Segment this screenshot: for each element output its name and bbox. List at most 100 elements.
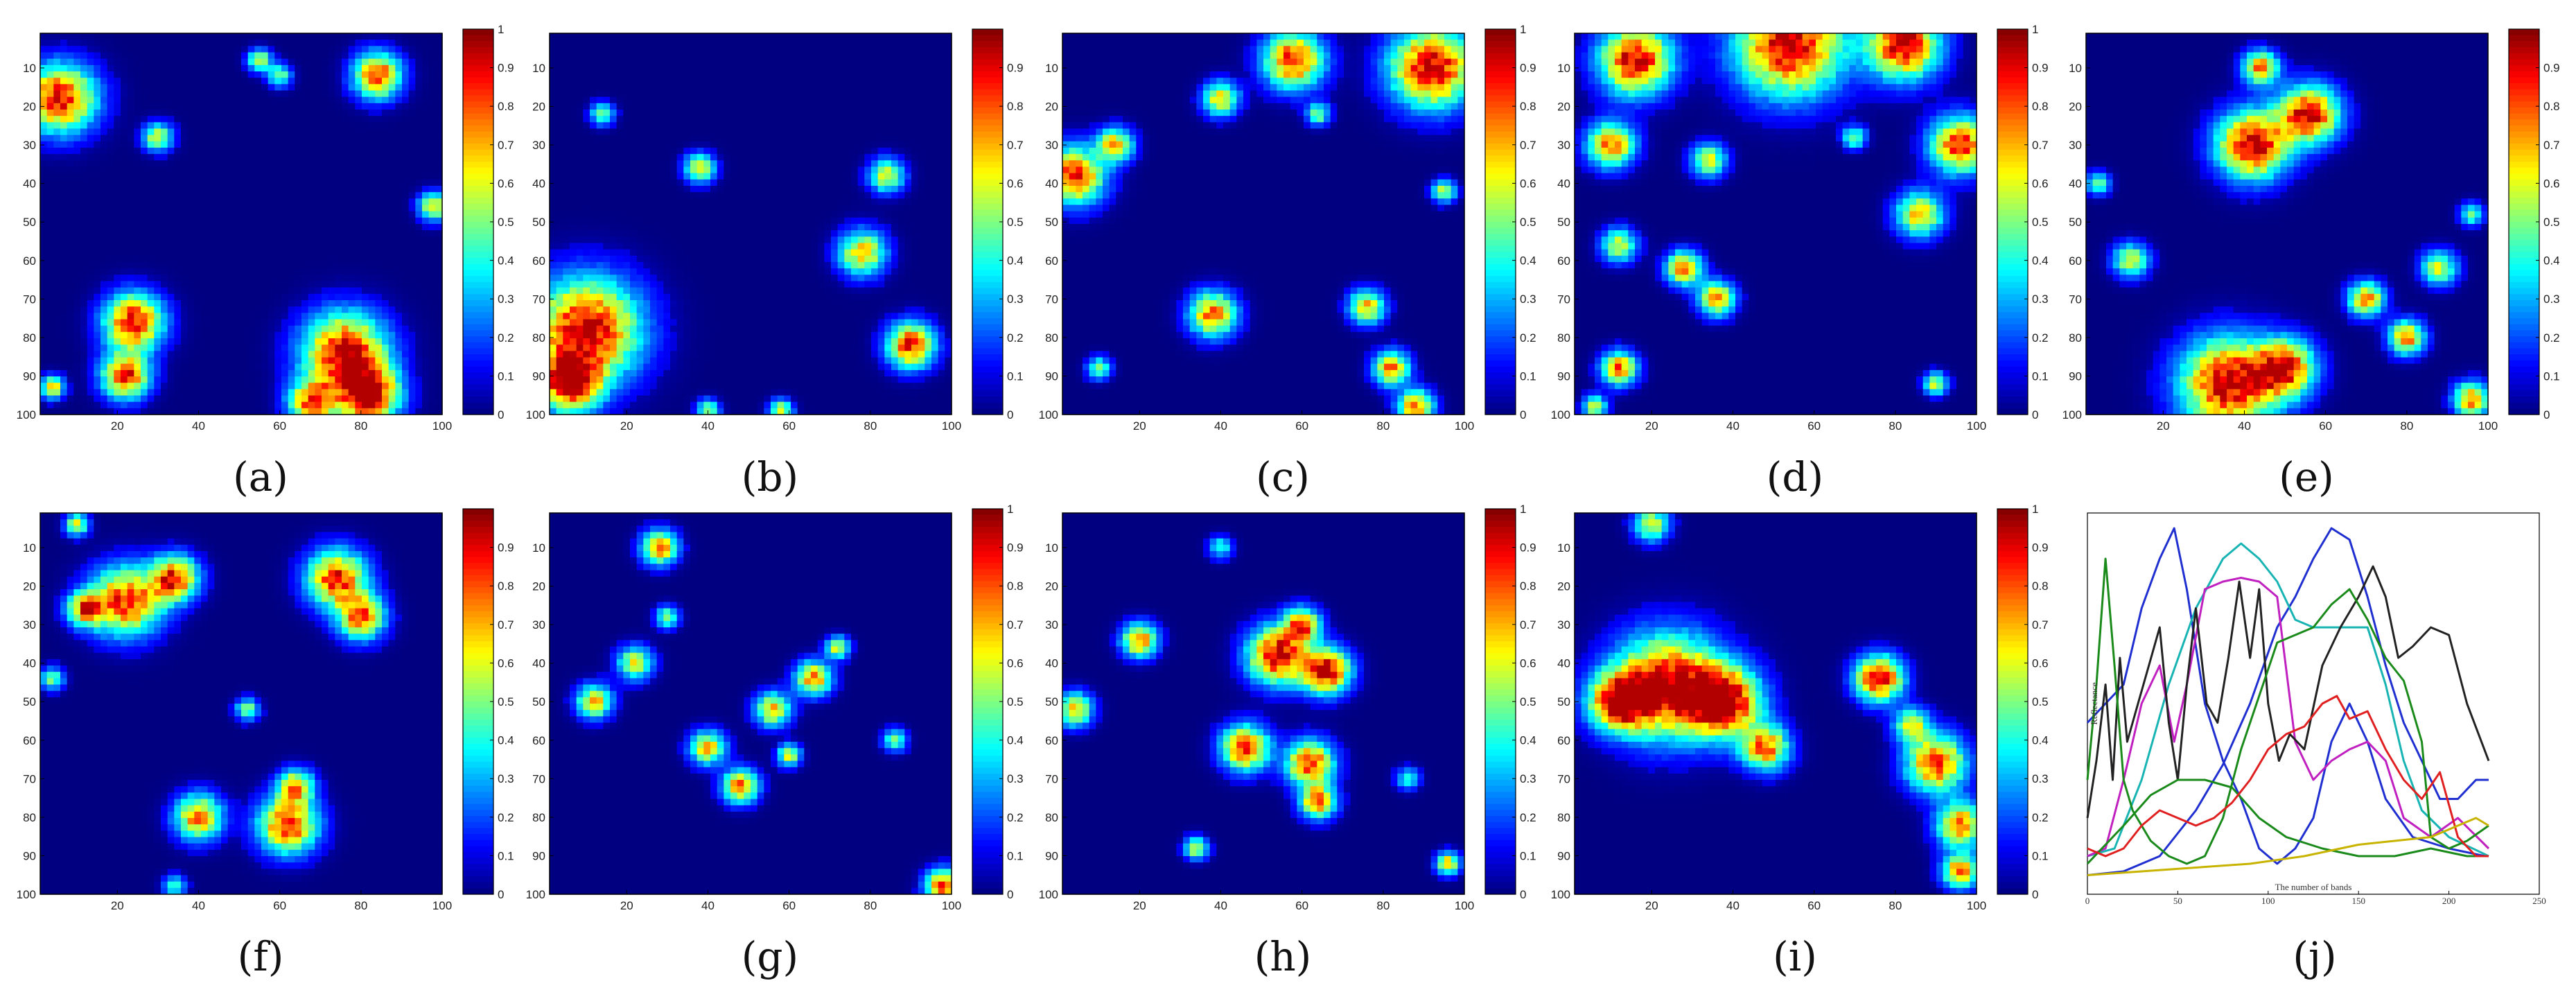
heatmap-cell (234, 236, 241, 243)
heatmap-cell (395, 167, 402, 174)
heatmap-cell (208, 288, 215, 295)
heatmap-cell (154, 230, 161, 237)
heatmap-cell (221, 129, 228, 136)
heatmap-cell (281, 53, 288, 60)
heatmap-cell (730, 84, 737, 91)
heatmap-cell (703, 135, 710, 142)
heatmap-cell (778, 84, 785, 91)
heatmap-cell (697, 129, 704, 136)
heatmap-cell (47, 33, 54, 40)
heatmap-cell (181, 236, 188, 243)
heatmap-cell (402, 268, 409, 275)
heatmap-cell (415, 192, 422, 199)
heatmap-cell (174, 122, 181, 129)
heatmap-cell (395, 116, 402, 123)
heatmap-cell (570, 135, 577, 142)
heatmap-cell (697, 122, 704, 129)
heatmap-cell (168, 389, 175, 396)
heatmap-cell (342, 167, 349, 174)
heatmap-cell (301, 160, 308, 167)
heatmap-cell (295, 326, 301, 333)
heatmap-cell (409, 186, 416, 193)
heatmap-cell (148, 345, 155, 351)
heatmap-cell (87, 103, 94, 110)
heatmap-cell (254, 332, 261, 339)
heatmap-cell (570, 148, 577, 155)
heatmap-cell (134, 211, 141, 218)
heatmap-cell (288, 198, 295, 205)
heatmap-cell (818, 135, 825, 142)
heatmap-cell (690, 40, 697, 46)
heatmap-cell (208, 103, 215, 110)
heatmap-cell (382, 91, 389, 98)
heatmap-cell (771, 110, 778, 116)
heatmap-cell (328, 122, 335, 129)
heatmap-cell (435, 370, 442, 377)
heatmap-cell (349, 211, 356, 218)
heatmap-cell (322, 135, 328, 142)
heatmap-cell (208, 173, 215, 180)
heatmap-cell (637, 148, 644, 155)
heatmap-cell (53, 338, 60, 345)
heatmap-cell (643, 116, 650, 123)
heatmap-cell (617, 33, 624, 40)
heatmap-cell (355, 78, 362, 85)
heatmap-cell (154, 250, 161, 256)
heatmap-cell (603, 122, 610, 129)
heatmap-cell (214, 40, 221, 46)
heatmap-cell (201, 351, 208, 358)
heatmap-cell (100, 383, 107, 390)
heatmap-cell (121, 389, 128, 396)
heatmap-cell (281, 250, 288, 256)
heatmap-cell (100, 198, 107, 205)
heatmap-cell (261, 364, 268, 371)
colorbar-step (463, 186, 493, 192)
heatmap-cell (274, 376, 281, 383)
heatmap-cell (40, 154, 47, 161)
heatmap-cell (422, 281, 429, 288)
heatmap-cell (40, 186, 47, 193)
heatmap-cell (402, 192, 409, 199)
heatmap-cell (288, 389, 295, 396)
heatmap-cell (100, 103, 107, 110)
heatmap-cell (818, 110, 825, 116)
heatmap-cell (194, 65, 201, 72)
heatmap-cell (389, 78, 396, 85)
heatmap-cell (295, 288, 301, 295)
heatmap-cell (128, 275, 134, 281)
heatmap-cell (148, 186, 155, 193)
heatmap-cell (918, 84, 925, 91)
heatmap-cell (194, 211, 201, 218)
heatmap-cell (268, 313, 275, 320)
heatmap-cell (301, 256, 308, 263)
heatmap-cell (382, 243, 389, 250)
heatmap-cell (429, 389, 436, 396)
heatmap-cell (362, 326, 369, 333)
heatmap-cell (429, 275, 436, 281)
heatmap-cell (168, 160, 175, 167)
heatmap-cell (254, 408, 261, 415)
heatmap-cell (322, 122, 328, 129)
heatmap-cell (53, 103, 60, 110)
heatmap-cell (53, 173, 60, 180)
heatmap-cell (369, 320, 376, 327)
heatmap-cell (577, 135, 584, 142)
heatmap-cell (677, 40, 684, 46)
heatmap-cell (798, 135, 805, 142)
heatmap-cell (268, 288, 275, 295)
heatmap-cell (791, 40, 798, 46)
heatmap-cell (241, 71, 248, 78)
heatmap-cell (181, 167, 188, 174)
heatmap-cell (60, 180, 67, 186)
heatmap-cell (328, 364, 335, 371)
heatmap-cell (94, 40, 100, 46)
heatmap-cell (771, 91, 778, 98)
heatmap-cell (174, 91, 181, 98)
heatmap-cell (73, 205, 80, 212)
heatmap-cell (128, 40, 134, 46)
heatmap-cell (114, 320, 121, 327)
heatmap-cell (288, 294, 295, 301)
heatmap-cell (623, 46, 630, 53)
heatmap-cell (40, 110, 47, 116)
heatmap-cell (938, 40, 945, 46)
